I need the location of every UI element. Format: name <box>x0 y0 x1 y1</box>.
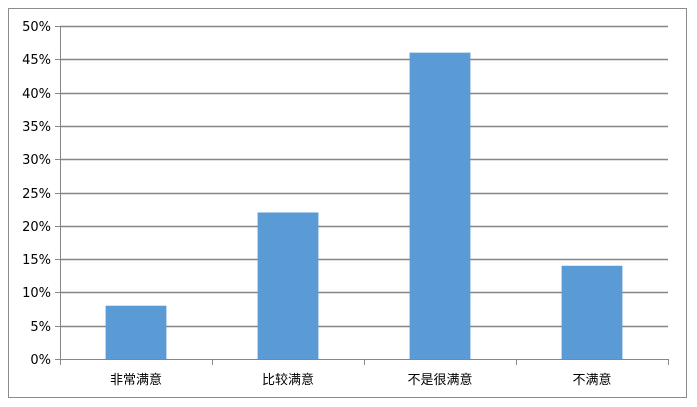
y-tick-label: 25% <box>22 187 51 202</box>
y-tick-label: 50% <box>22 20 51 35</box>
bar <box>257 212 319 359</box>
y-tick-labels: 0% 5% 10% 15% 20% 25% 30% 35% 40% 45% 50% <box>22 20 51 368</box>
x-tick-label: 比较满意 <box>262 372 314 388</box>
y-tick-label: 30% <box>22 153 51 168</box>
y-tick-label: 45% <box>22 53 51 68</box>
bar <box>105 305 167 359</box>
y-tick-label: 5% <box>30 320 51 335</box>
y-tick-label: 35% <box>22 120 51 135</box>
y-tick-label: 20% <box>22 220 51 235</box>
y-tick-label: 15% <box>22 253 51 268</box>
bar <box>409 52 471 359</box>
y-tick-label: 10% <box>22 286 51 301</box>
x-tick-label: 不是很满意 <box>407 372 472 388</box>
x-tick-labels: 非常满意 比较满意 不是很满意 不满意 <box>110 372 612 388</box>
x-tick-label: 不满意 <box>572 372 611 388</box>
x-tick-label: 非常满意 <box>110 372 162 388</box>
y-tick-label: 40% <box>22 87 51 102</box>
bar <box>561 265 623 359</box>
axes <box>55 26 669 365</box>
y-tick-label: 0% <box>30 353 51 368</box>
bars <box>105 52 623 359</box>
